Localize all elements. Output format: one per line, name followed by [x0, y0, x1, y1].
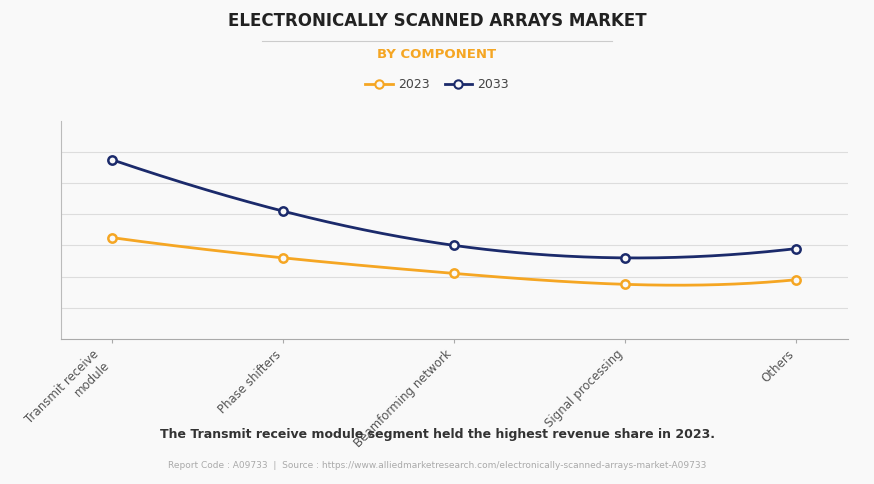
Text: ELECTRONICALLY SCANNED ARRAYS MARKET: ELECTRONICALLY SCANNED ARRAYS MARKET	[228, 12, 646, 30]
Text: BY COMPONENT: BY COMPONENT	[378, 48, 496, 61]
Legend: 2023, 2033: 2023, 2033	[360, 73, 514, 96]
Text: The Transmit receive module segment held the highest revenue share in 2023.: The Transmit receive module segment held…	[159, 428, 715, 441]
Text: Report Code : A09733  |  Source : https://www.alliedmarketresearch.com/electroni: Report Code : A09733 | Source : https://…	[168, 461, 706, 470]
